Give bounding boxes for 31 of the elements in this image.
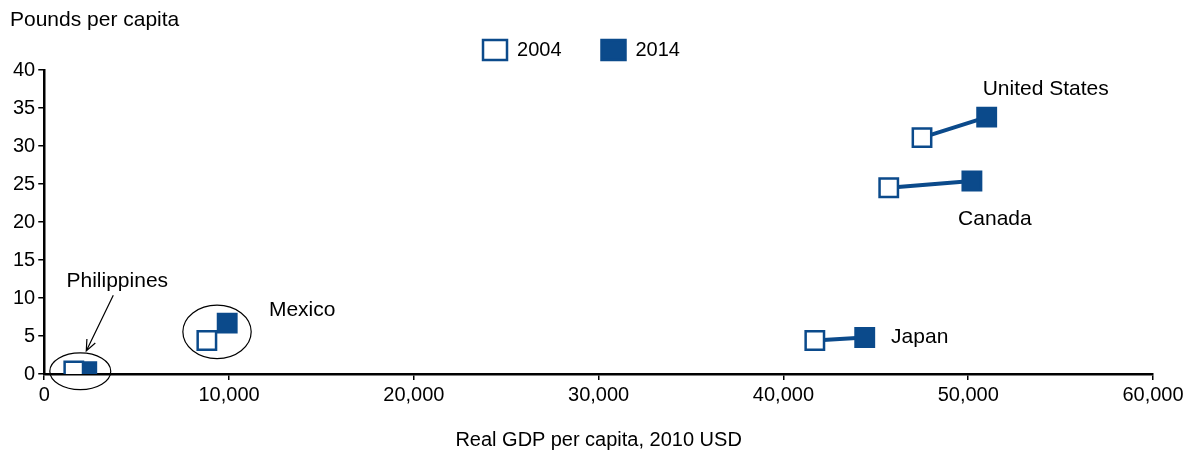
- legend-label: 2004: [517, 37, 562, 60]
- point: [878, 177, 900, 199]
- annotation: Philippines: [66, 268, 169, 292]
- y-tick-label: 35: [13, 95, 36, 118]
- y-tick-label: 30: [13, 133, 36, 156]
- x-tick-label: 20,000: [383, 382, 445, 405]
- point: [961, 170, 983, 192]
- legend-label: 2014: [635, 37, 680, 60]
- annotation: Canada: [958, 205, 1032, 229]
- point: [976, 106, 998, 128]
- annotation: United States: [982, 75, 1109, 99]
- x-tick-label: 30,000: [568, 382, 630, 405]
- y-tick-label: 20: [13, 209, 36, 232]
- point: [804, 330, 826, 351]
- y-tick-label: 5: [24, 323, 36, 346]
- y-tick-label: 25: [13, 171, 36, 194]
- y-tick-label: 0: [24, 361, 36, 384]
- x-tick-label: 10,000: [198, 382, 260, 405]
- point: [854, 327, 876, 348]
- y-tick-label: 10: [13, 285, 36, 308]
- point: [911, 127, 933, 149]
- y-tick-label: 15: [13, 247, 36, 270]
- x-axis-title: Real GDP per capita, 2010 USD: [455, 427, 742, 450]
- y-axis-title: Pounds per capita: [10, 6, 180, 30]
- annotation: Mexico: [268, 296, 336, 320]
- x-tick-label: 0: [38, 382, 50, 405]
- x-tick-label: 60,000: [1122, 382, 1184, 405]
- annotation: Japan: [891, 324, 949, 348]
- x-tick-label: 50,000: [937, 382, 999, 405]
- y-tick-label: 40: [13, 57, 36, 80]
- x-tick-label: 40,000: [752, 382, 814, 405]
